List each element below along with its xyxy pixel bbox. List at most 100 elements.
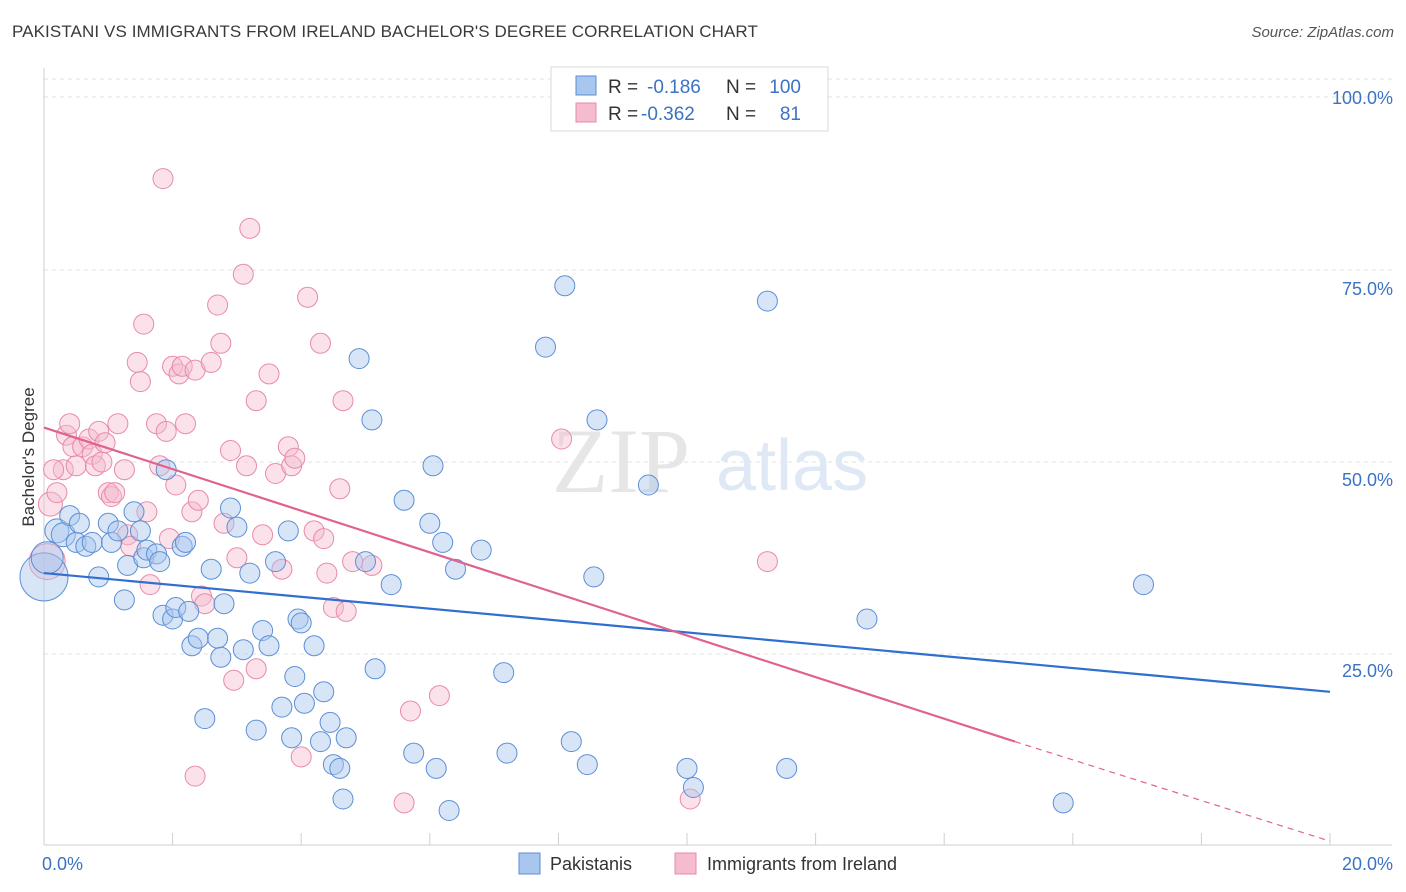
pakistani-point	[313, 681, 335, 703]
pakistani-point	[213, 593, 235, 615]
pakistani-point	[560, 731, 582, 753]
ireland-point	[310, 332, 331, 354]
watermark-atlas: atlas	[716, 426, 868, 506]
pakistani-point	[554, 275, 576, 297]
pakistani-point	[123, 501, 145, 523]
legend-n-label-1: N =	[726, 77, 756, 98]
ireland-point	[428, 685, 450, 707]
pakistani-point	[226, 516, 248, 538]
ireland-point	[322, 597, 344, 618]
pakistani-point	[290, 612, 312, 634]
ireland-point	[207, 294, 229, 316]
pakistani-point	[756, 290, 778, 312]
pakistani-point	[19, 552, 69, 602]
pakistani-point	[165, 597, 187, 618]
pakistani-point	[576, 754, 598, 776]
pakistani-point	[245, 719, 267, 741]
pakistani-point	[403, 742, 425, 764]
pakistani-point	[535, 336, 556, 358]
x-tick-label-min: 0.0%	[42, 854, 83, 874]
legend-box	[550, 66, 829, 132]
ireland-point	[126, 351, 148, 373]
pakistani-point	[682, 777, 704, 798]
pakistani-point	[113, 589, 135, 611]
ireland-point	[258, 363, 280, 385]
ireland-point	[171, 355, 193, 377]
legend-r-value-1: -0.186	[647, 77, 701, 98]
pakistani-point	[75, 535, 97, 557]
ireland-point	[175, 413, 196, 435]
pakistani-point	[30, 541, 64, 575]
pakistani-point	[271, 696, 293, 718]
y-tick-label-75: 75.0%	[1342, 279, 1393, 299]
chart-title: PAKISTANI VS IMMIGRANTS FROM IRELAND BAC…	[12, 22, 758, 41]
series-legend-swatch-ireland	[674, 852, 697, 875]
pakistani-point	[200, 558, 222, 580]
trendline-ireland-extension	[1014, 741, 1331, 842]
ireland-point	[297, 286, 319, 308]
ireland-point	[236, 455, 257, 477]
ireland-point	[232, 263, 254, 285]
pakistani-point	[187, 627, 209, 649]
trendline-ireland	[43, 426, 1016, 743]
ireland-point	[226, 547, 248, 569]
ireland-point	[335, 600, 357, 622]
ireland-point	[65, 455, 87, 477]
pakistani-point	[107, 520, 129, 542]
ireland-point	[129, 371, 151, 393]
ireland-point	[97, 482, 119, 504]
series-legend-label-pakistanis: Pakistanis	[550, 854, 632, 874]
pakistani-point	[419, 512, 441, 534]
pakistani-point	[319, 711, 341, 733]
ireland-point	[223, 669, 245, 691]
pakistani-point	[310, 731, 331, 753]
pakistani-point	[496, 742, 518, 764]
legend-swatch-blue	[575, 75, 597, 96]
series-legend-label-ireland: Immigrants from Ireland	[707, 854, 897, 874]
ireland-point	[107, 413, 129, 435]
ireland-point	[239, 217, 261, 239]
ireland-point	[313, 528, 335, 550]
pakistani-point	[287, 608, 309, 630]
source-label: Source: ZipAtlas.com	[1251, 24, 1394, 41]
y-tick-label-100: 100.0%	[1332, 88, 1393, 108]
ireland-point	[210, 332, 232, 354]
ireland-point	[152, 168, 174, 190]
pakistani-point	[322, 754, 344, 776]
ireland-point	[91, 451, 113, 473]
pakistani-point	[101, 531, 122, 553]
ireland-point	[136, 501, 158, 523]
pakistani-point	[210, 646, 232, 668]
ireland-point	[220, 440, 241, 461]
pakistani-point	[676, 757, 698, 779]
pakistani-point	[220, 497, 241, 519]
ireland-point	[59, 413, 81, 435]
pakistani-point	[364, 658, 386, 680]
pakistani-point	[293, 692, 315, 714]
pakistani-point	[81, 531, 103, 553]
ireland-point	[158, 528, 180, 550]
pakistani-point	[277, 520, 299, 542]
ireland-point	[104, 482, 126, 504]
pakistani-point	[425, 757, 447, 779]
legend-n-value-2: 81	[780, 104, 801, 125]
pakistani-point	[335, 727, 357, 749]
pakistani-point	[239, 562, 261, 584]
pakistani-point	[637, 474, 659, 496]
y-tick-label-25: 25.0%	[1342, 661, 1393, 681]
pakistani-point	[380, 574, 402, 596]
pakistani-point	[586, 409, 608, 431]
pakistani-point	[422, 455, 444, 477]
x-axis-ticks	[43, 833, 1331, 845]
ireland-point	[329, 478, 351, 500]
ireland-point	[245, 390, 267, 412]
pakistani-point	[129, 520, 151, 542]
ireland-point	[133, 313, 155, 335]
pakistani-point	[393, 489, 415, 511]
pakistani-point	[348, 348, 370, 370]
pakistani-point	[265, 551, 286, 573]
ireland-point	[332, 390, 354, 412]
ireland-point	[46, 482, 68, 504]
ireland-point	[155, 420, 177, 442]
